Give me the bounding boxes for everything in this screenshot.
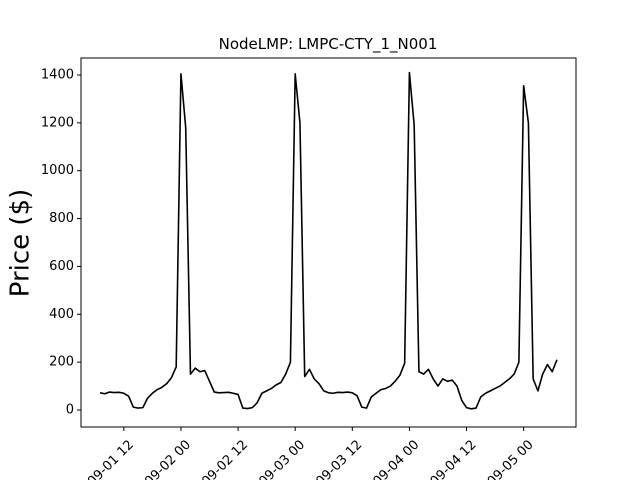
- plot-frame: [80, 57, 577, 428]
- y-axis-label: Price ($): [6, 189, 36, 298]
- y-tick-label: 800: [49, 211, 74, 226]
- y-tick-label: 1400: [41, 67, 74, 82]
- y-tick-label: 600: [49, 259, 74, 274]
- y-tick-label: 400: [49, 307, 74, 322]
- y-tick-label: 0: [66, 403, 74, 418]
- chart-title: NodeLMP: LMPC-CTY_1_N001: [219, 35, 438, 54]
- y-tick-label: 200: [49, 355, 74, 370]
- y-tick-label: 1000: [41, 163, 74, 178]
- price-line: [99, 71, 558, 410]
- y-tick-label: 1200: [41, 115, 74, 130]
